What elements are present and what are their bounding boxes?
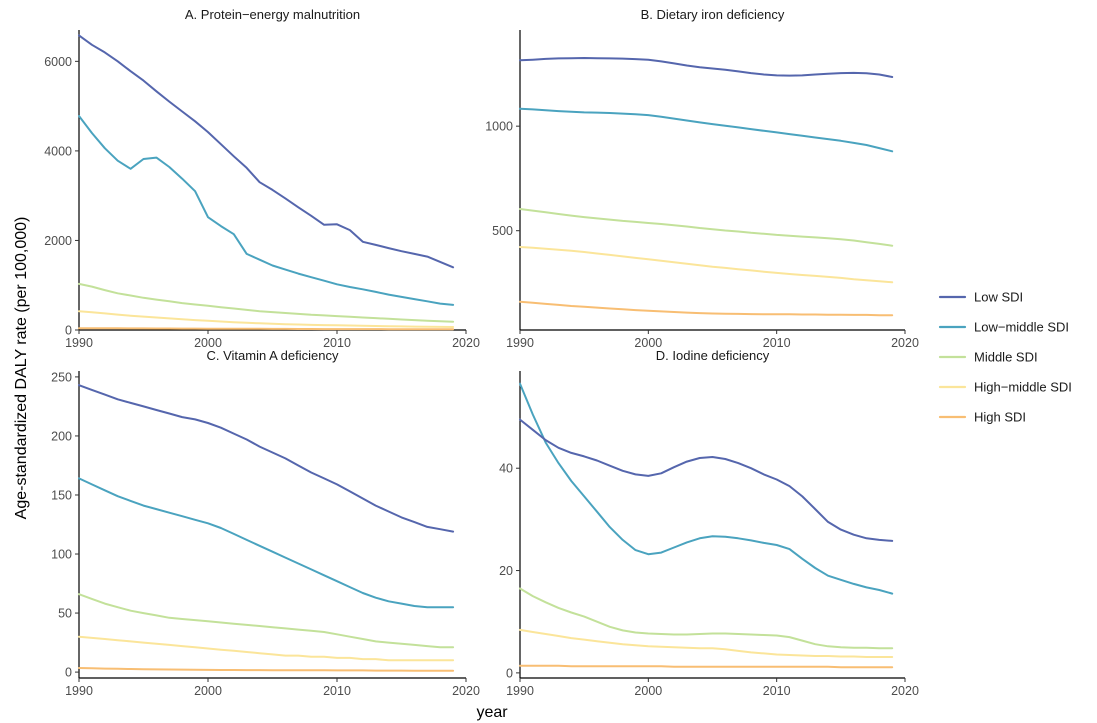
legend-item: Low−middle SDI <box>938 320 1069 335</box>
panel-title: C. Vitamin A deficiency <box>207 348 339 363</box>
y-tick-label: 1000 <box>485 120 513 134</box>
series-line-low-sdi <box>78 34 455 269</box>
y-tick-label: 2000 <box>44 234 72 248</box>
y-tick-label: 6000 <box>44 55 72 69</box>
x-tick-label: 1990 <box>506 336 534 350</box>
x-tick-label: 1990 <box>506 684 534 698</box>
series-line-high-sdi <box>519 300 894 317</box>
x-tick-label: 1990 <box>65 336 93 350</box>
panel-4: D. Iodine deficiency 0 20 40 1990 2000 2010 202… <box>499 348 919 698</box>
x-tick-label: 2000 <box>194 684 222 698</box>
series-line-high-sdi <box>519 664 894 669</box>
legend-label: Low SDI <box>974 290 1023 305</box>
x-tick-label: 2020 <box>452 336 480 350</box>
x-axis-label: year <box>476 704 508 721</box>
x-tick-label: 2020 <box>452 684 480 698</box>
legend: Low SDI Low−middle SDI Middle SDI High−midd… <box>938 290 1072 425</box>
y-tick-label: 500 <box>492 224 513 238</box>
legend-item: Low SDI <box>938 290 1023 305</box>
x-tick-label: 2010 <box>323 684 351 698</box>
x-tick-label: 2000 <box>634 336 662 350</box>
y-tick-label: 250 <box>51 370 72 384</box>
x-tick-label: 2010 <box>763 684 791 698</box>
series-line-middle-sdi <box>78 282 455 323</box>
series-line-low-middle-sdi <box>519 107 894 153</box>
panel-title: D. Iodine deficiency <box>656 348 770 363</box>
series-line-high-middle-sdi <box>78 310 455 328</box>
legend-label: Middle SDI <box>974 350 1038 365</box>
panel-3: C. Vitamin A deficiency 0 50 100 150 200 250 19… <box>51 348 480 698</box>
y-tick-label: 200 <box>51 429 72 443</box>
series-line-high-sdi <box>78 667 455 672</box>
legend-item: High SDI <box>938 410 1026 425</box>
series-line-middle-sdi <box>78 593 455 649</box>
series-line-low-sdi <box>78 384 455 533</box>
panel-title: B. Dietary iron deficiency <box>641 7 785 22</box>
series-line-low-sdi <box>519 418 894 542</box>
y-tick-label: 0 <box>65 666 72 680</box>
panel-1: A. Protein−energy malnutrition 0 2000 4000 6… <box>44 7 480 350</box>
series-line-low-middle-sdi <box>78 115 455 306</box>
y-tick-label: 0 <box>65 324 72 338</box>
series-line-high-middle-sdi <box>78 635 455 662</box>
series-line-low-middle-sdi <box>519 382 894 595</box>
x-tick-label: 2000 <box>194 336 222 350</box>
x-tick-label: 2020 <box>891 336 919 350</box>
x-tick-label: 2020 <box>891 684 919 698</box>
y-tick-label: 40 <box>499 462 513 476</box>
series-line-middle-sdi <box>519 587 894 650</box>
x-tick-label: 2010 <box>323 336 351 350</box>
series-line-high-middle-sdi <box>519 628 894 658</box>
legend-item: High−middle SDI <box>938 380 1072 395</box>
y-tick-label: 150 <box>51 488 72 502</box>
y-tick-label: 20 <box>499 564 513 578</box>
legend-label: High SDI <box>974 410 1026 425</box>
legend-item: Middle SDI <box>938 350 1038 365</box>
panel-2: B. Dietary iron deficiency 500 1000 1990 200… <box>485 7 919 350</box>
x-tick-label: 1990 <box>65 684 93 698</box>
legend-label: High−middle SDI <box>974 380 1072 395</box>
series-line-low-middle-sdi <box>78 477 455 609</box>
y-tick-label: 0 <box>506 666 513 680</box>
y-tick-label: 4000 <box>44 144 72 158</box>
series-line-low-sdi <box>519 57 894 78</box>
x-tick-label: 2010 <box>763 336 791 350</box>
series-line-high-sdi <box>78 327 455 331</box>
legend-label: Low−middle SDI <box>974 320 1069 335</box>
y-axis-label: Age-standardized DALY rate (per 100,000) <box>13 217 30 520</box>
series-line-high-middle-sdi <box>519 246 894 284</box>
x-tick-label: 2000 <box>634 684 662 698</box>
panels: A. Protein−energy malnutrition0200040006… <box>44 7 919 698</box>
panel-title: A. Protein−energy malnutrition <box>185 7 360 22</box>
y-tick-label: 50 <box>58 607 72 621</box>
series-line-middle-sdi <box>519 208 894 247</box>
y-tick-label: 100 <box>51 548 72 562</box>
